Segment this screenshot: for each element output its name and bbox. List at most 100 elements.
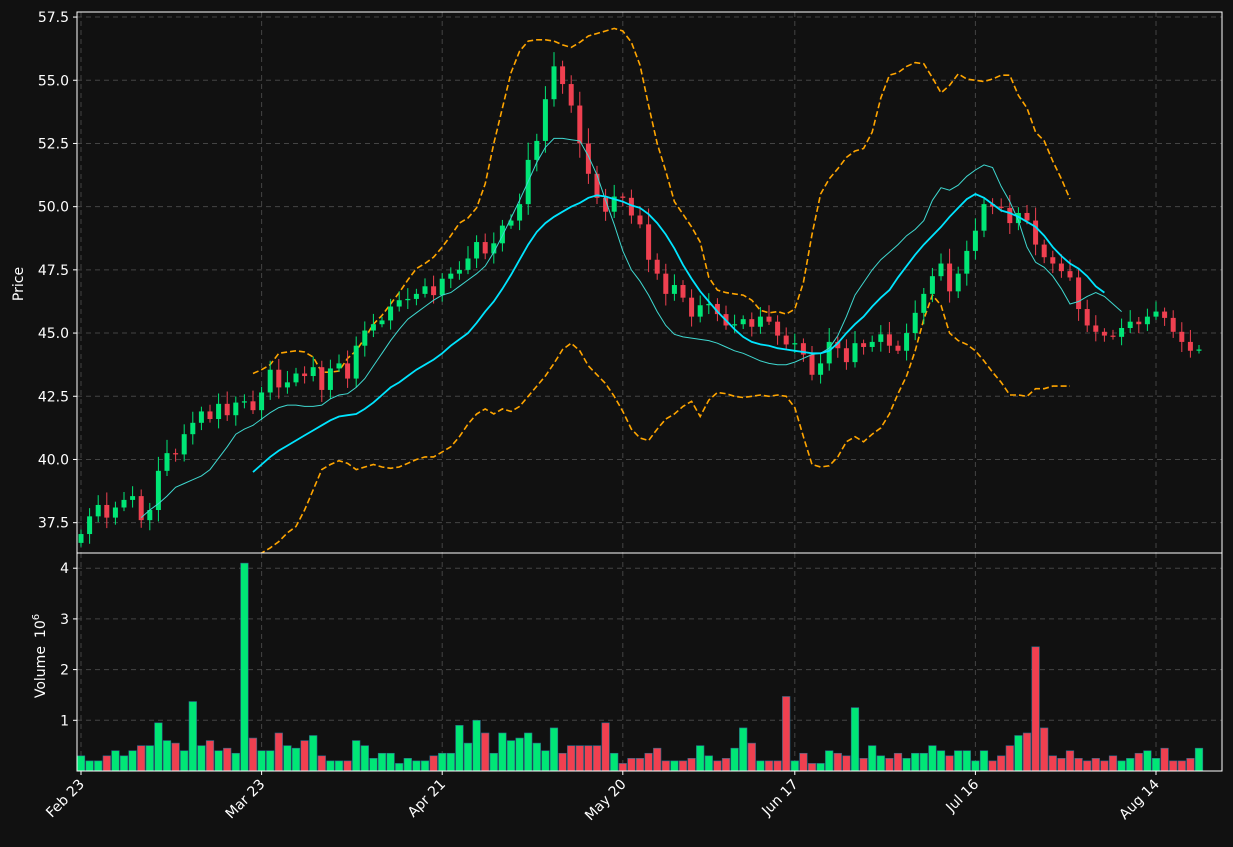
volume-bar: [102, 755, 111, 772]
candle: [1196, 345, 1202, 354]
candle-body: [800, 343, 806, 355]
price-tick-label: 40.0: [38, 452, 69, 468]
volume-bar: [498, 732, 507, 772]
candle: [379, 316, 385, 328]
volume-bar: [111, 750, 120, 772]
candle-body: [1067, 271, 1073, 278]
volume-bar: [859, 758, 868, 772]
candle: [336, 354, 342, 372]
candle: [706, 293, 712, 315]
candle-body: [207, 411, 213, 420]
candle: [310, 356, 316, 382]
candle: [912, 300, 918, 341]
candle: [1050, 250, 1056, 274]
candle: [852, 330, 858, 368]
candle: [818, 353, 824, 384]
volume-bar: [1160, 747, 1169, 772]
candle: [697, 295, 703, 323]
volume-bar: [1143, 750, 1152, 772]
volume-bar: [601, 722, 610, 772]
candle-body: [852, 343, 858, 363]
volume-bar: [1117, 760, 1126, 772]
candle: [259, 386, 265, 420]
volume-bar: [1091, 758, 1100, 772]
volume-bar: [1151, 758, 1161, 772]
candle: [164, 439, 170, 477]
candle: [345, 350, 351, 388]
volume-bar: [876, 755, 885, 772]
candle: [775, 315, 781, 345]
lower-bollinger-band: [260, 293, 1070, 553]
candle-body: [577, 105, 583, 144]
volume-bar: [1169, 760, 1178, 772]
candle: [783, 327, 789, 350]
candle: [904, 323, 910, 361]
volume-bar: [739, 727, 748, 772]
price-tick-label: 50.0: [38, 200, 69, 216]
candle: [895, 340, 901, 355]
volume-bar: [248, 737, 258, 772]
candle-body: [1033, 220, 1039, 245]
candle-body: [947, 263, 953, 292]
candle: [809, 345, 815, 381]
volume-bar: [807, 763, 817, 772]
volume-bar: [541, 750, 550, 772]
candles-layer: [78, 52, 1202, 547]
candle-body: [637, 215, 643, 225]
candle-body: [990, 204, 996, 207]
volume-bar: [137, 745, 146, 772]
volume-bar: [317, 755, 326, 772]
volume-bar: [214, 750, 223, 772]
candle: [173, 448, 179, 462]
volume-bar: [1005, 745, 1014, 772]
volume-bar: [283, 745, 292, 772]
volume-bar: [395, 763, 404, 772]
volume-bar: [403, 758, 412, 772]
candle: [568, 75, 574, 113]
candle: [87, 508, 93, 544]
candle: [276, 358, 282, 399]
volume-bar: [438, 752, 447, 772]
bollinger-bands: [252, 27, 1071, 553]
candle: [938, 253, 944, 281]
volume-bar: [885, 758, 894, 772]
volume-bar: [352, 740, 361, 772]
volume-bar: [730, 747, 739, 772]
candle: [560, 60, 566, 94]
candle: [388, 298, 394, 330]
volume-bar: [653, 747, 662, 772]
candle-body: [1162, 311, 1168, 318]
moving-averages: [140, 137, 1122, 518]
candle-body: [121, 499, 127, 508]
volume-bar: [231, 752, 240, 772]
candle-body: [560, 66, 566, 85]
candle-body: [895, 345, 901, 351]
candle: [293, 367, 299, 387]
volume-bar: [257, 750, 266, 772]
candle-body: [775, 321, 781, 336]
volume-bar: [412, 760, 421, 772]
volume-tick-label: 2: [60, 663, 69, 679]
candle-body: [878, 334, 884, 342]
candle-body: [646, 224, 652, 260]
candle-body: [1093, 325, 1099, 332]
candle-body: [456, 269, 462, 274]
volume-bar: [713, 760, 722, 772]
candle: [474, 235, 480, 269]
candle-body: [981, 204, 987, 231]
candle: [990, 198, 996, 215]
volume-bar: [300, 740, 309, 772]
candle-body: [267, 369, 273, 393]
candle: [104, 492, 110, 529]
volume-bar: [678, 760, 688, 772]
volume-bar: [1057, 758, 1066, 772]
volume-bar: [850, 707, 860, 772]
volume-bar: [266, 750, 275, 772]
volume-bar: [386, 752, 395, 772]
volume-bar: [997, 755, 1006, 772]
volume-axis-label: Volume 106: [31, 614, 49, 698]
candle: [216, 393, 222, 429]
candle: [448, 267, 454, 289]
volume-bar: [721, 758, 731, 772]
